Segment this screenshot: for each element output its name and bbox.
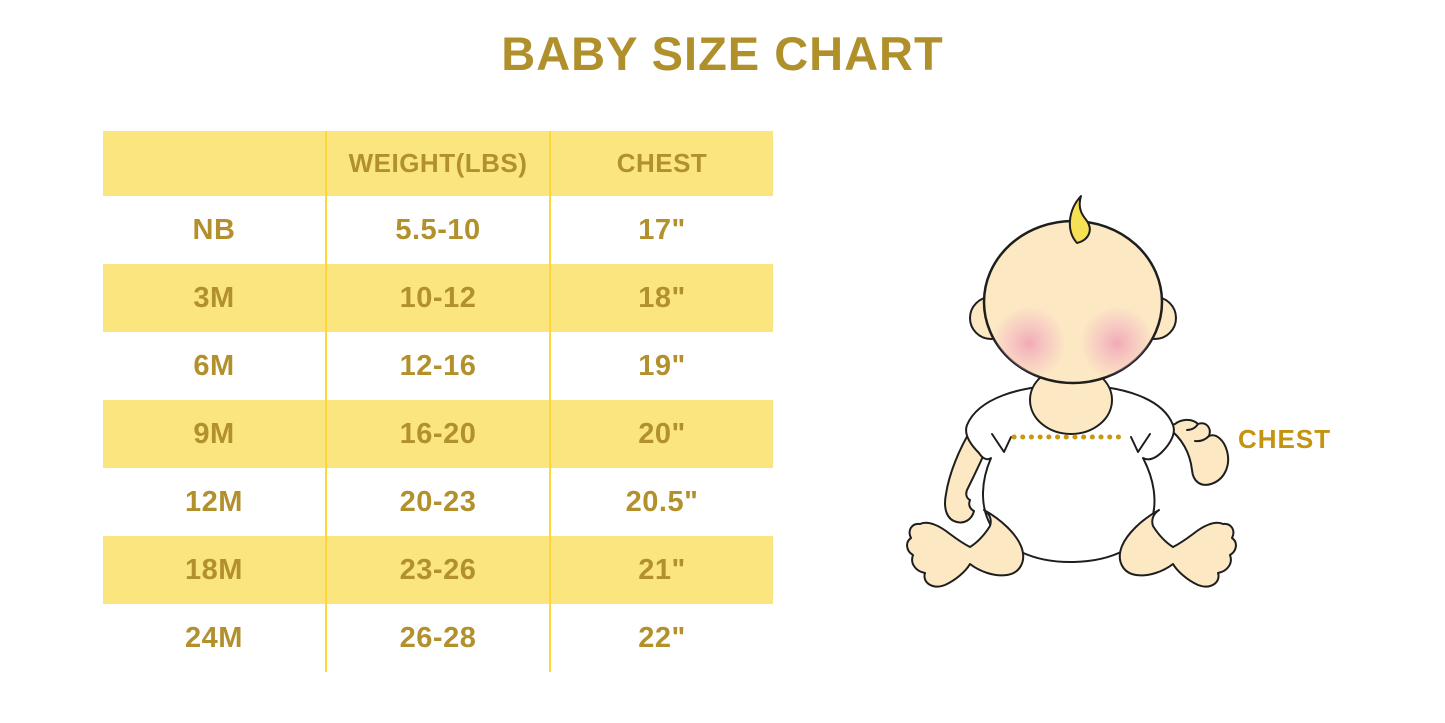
size-cell: 6M bbox=[193, 349, 235, 382]
chest-cell: 20" bbox=[549, 400, 773, 468]
column-header-size bbox=[103, 131, 325, 196]
chest-cell: 18" bbox=[549, 264, 773, 332]
size-cell: 3M bbox=[193, 281, 235, 314]
chest-cell: 21" bbox=[549, 536, 773, 604]
table-header-row: WEIGHT(LBS) CHEST bbox=[103, 131, 773, 196]
page-title: BABY SIZE CHART bbox=[501, 27, 944, 80]
baby-illustration bbox=[880, 190, 1260, 650]
weight-cell: 10-12 bbox=[325, 264, 549, 332]
size-cell: 24M bbox=[185, 621, 243, 654]
size-cell: 12M bbox=[185, 485, 243, 518]
table-row: NB 5.5-10 17" bbox=[103, 196, 773, 264]
weight-cell: 23-26 bbox=[325, 536, 549, 604]
baby-arm-right bbox=[1167, 418, 1230, 486]
chest-cell: 17" bbox=[549, 196, 773, 264]
weight-cell: 12-16 bbox=[325, 332, 549, 400]
baby-onesie bbox=[965, 384, 1175, 564]
table-row: 12M 20-23 20.5" bbox=[103, 468, 773, 536]
weight-cell: 16-20 bbox=[325, 400, 549, 468]
column-header-chest: CHEST bbox=[549, 131, 773, 196]
weight-cell: 20-23 bbox=[325, 468, 549, 536]
table-row: 24M 26-28 22" bbox=[103, 604, 773, 672]
weight-cell: 26-28 bbox=[325, 604, 549, 672]
chest-annotation-label: CHEST bbox=[1238, 424, 1332, 454]
weight-cell: 5.5-10 bbox=[325, 196, 549, 264]
table-row: 18M 23-26 21" bbox=[103, 536, 773, 604]
table-row: 6M 12-16 19" bbox=[103, 332, 773, 400]
table-row: 3M 10-12 18" bbox=[103, 264, 773, 332]
baby-leg-right bbox=[1118, 509, 1237, 588]
size-cell: 18M bbox=[185, 553, 243, 586]
sleeve-notch-left bbox=[991, 433, 1012, 453]
chest-cell: 20.5" bbox=[549, 468, 773, 536]
size-cell: NB bbox=[192, 213, 236, 246]
chest-cell: 22" bbox=[549, 604, 773, 672]
baby-illustration-svg bbox=[906, 195, 1237, 588]
column-header-weight: WEIGHT(LBS) bbox=[325, 131, 549, 196]
size-cell: 9M bbox=[193, 417, 235, 450]
baby-leg-left bbox=[906, 509, 1025, 588]
sleeve-notch-right bbox=[1130, 433, 1151, 453]
baby-hair-curl bbox=[1069, 195, 1091, 244]
chest-cell: 19" bbox=[549, 332, 773, 400]
size-table: WEIGHT(LBS) CHEST NB 5.5-10 17" 3M 10-12… bbox=[103, 131, 773, 672]
baby-fist-lines bbox=[1186, 423, 1210, 443]
table-row: 9M 16-20 20" bbox=[103, 400, 773, 468]
